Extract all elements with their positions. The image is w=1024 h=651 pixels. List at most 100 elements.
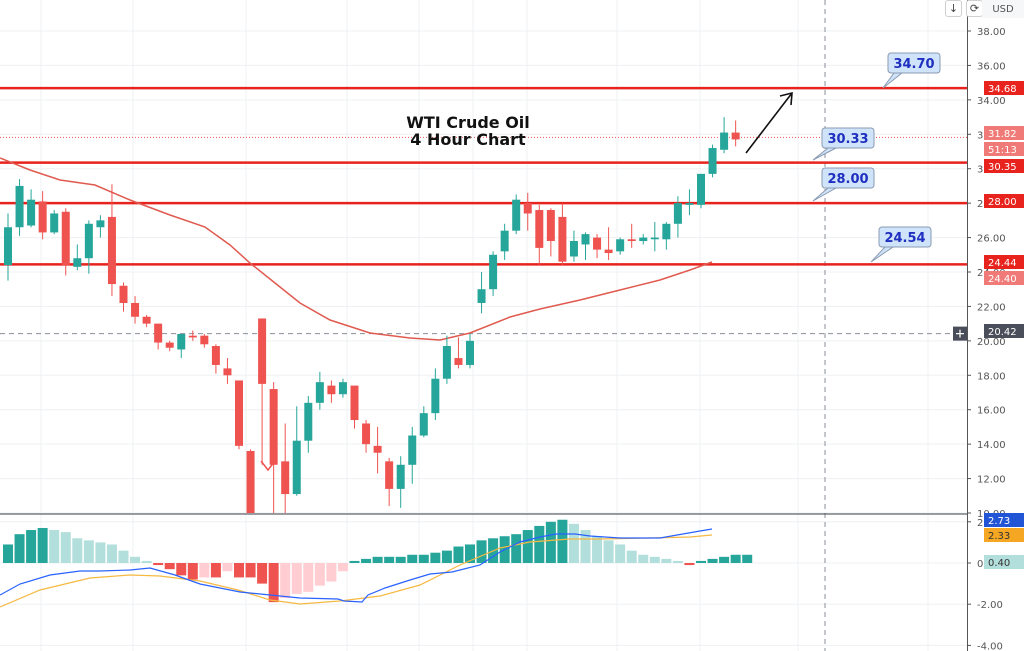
candle-body — [581, 234, 590, 245]
macd-histogram-bar — [615, 544, 626, 563]
macd-histogram-bar — [638, 554, 649, 563]
candle-body — [650, 237, 659, 240]
candle-body — [61, 211, 70, 266]
macd-histogram-bar — [361, 558, 372, 563]
macd-histogram-bar — [603, 540, 614, 563]
price-callout[interactable]: 28.00 — [812, 167, 875, 202]
macd-axis-tick-label: -4.00 — [977, 641, 1003, 651]
price-tag: 20.42 — [984, 324, 1024, 338]
price-tag-label: 51:13 — [988, 145, 1017, 156]
price-tag: 24.44 — [984, 255, 1024, 269]
candle-body — [223, 368, 232, 376]
callout-pointer — [882, 72, 904, 89]
scroll-to-latest-button[interactable]: ↓ — [945, 0, 962, 17]
macd-line — [0, 528, 713, 603]
price-callout[interactable]: 30.33 — [812, 127, 875, 161]
macd-histogram-bar — [476, 540, 487, 563]
macd-histogram-bar — [707, 558, 718, 563]
price-tag-bg — [984, 555, 1024, 569]
price-tag-bg — [984, 255, 1024, 269]
callout-label: 28.00 — [827, 172, 868, 187]
candle-body — [523, 203, 532, 214]
candle-body — [350, 385, 359, 421]
candle-body — [697, 173, 705, 205]
candle-body — [442, 346, 451, 379]
candle-body — [673, 203, 682, 224]
candle-body — [558, 216, 567, 262]
macd-histogram-bar — [95, 542, 106, 563]
callout-pointer — [870, 246, 895, 263]
price-callout[interactable]: 24.54 — [870, 226, 932, 263]
moving-average — [0, 157, 713, 341]
price-tag: 2.33 — [984, 528, 1024, 542]
candle-body — [593, 237, 602, 250]
candle-body — [281, 461, 290, 495]
macd-histogram-bar — [26, 530, 37, 563]
candle-body — [419, 413, 428, 436]
macd-histogram-bar — [395, 556, 406, 563]
macd-histogram-bar — [418, 554, 429, 563]
macd-histogram-bar — [187, 563, 198, 580]
macd-histogram-bar — [49, 530, 60, 563]
macd-histogram-bar — [441, 550, 452, 563]
macd-histogram-bar — [522, 530, 533, 563]
candle-body — [373, 445, 382, 453]
candle-body — [685, 203, 694, 205]
arrow-down-icon: ↓ — [948, 2, 959, 15]
macd-histogram-bar — [337, 563, 348, 572]
chart-title: WTI Crude Oil — [406, 113, 530, 132]
macd-histogram-bar — [580, 530, 591, 563]
macd-histogram-bar — [106, 544, 117, 563]
candle-body — [662, 223, 671, 240]
price-tag: 31.82 — [984, 126, 1024, 140]
macd-histogram-bar — [453, 546, 464, 563]
candle-body — [454, 358, 463, 365]
macd-histogram-bar — [430, 552, 441, 563]
arrow-head-icon — [779, 91, 793, 106]
candle-body — [569, 241, 578, 257]
candle-body — [720, 132, 729, 150]
candle-body — [546, 210, 555, 242]
candle-body — [4, 227, 12, 266]
macd-histogram-bar — [384, 556, 395, 563]
macd-panel — [0, 513, 967, 608]
grid — [0, 0, 967, 651]
reset-chart-button[interactable]: ⟳ — [966, 0, 983, 17]
candle-body — [165, 342, 174, 348]
macd-histogram-bar — [303, 563, 314, 592]
candle-body — [177, 333, 186, 350]
axis-tick-label: 20.00 — [977, 337, 1006, 348]
axis-tick-label: 22.00 — [977, 302, 1006, 313]
moving-average-line — [0, 157, 713, 341]
macd-histogram-bar — [684, 563, 695, 566]
macd-histogram-bar — [280, 563, 291, 599]
axis-tick-label: 14.00 — [977, 440, 1006, 451]
macd-histogram-bar — [153, 563, 164, 566]
annotations[interactable]: 34.70 30.33 28.00 24.54 — [260, 52, 941, 472]
price-tag-bg — [984, 142, 1024, 156]
macd-histogram-bar — [314, 563, 325, 586]
candle-body — [466, 340, 474, 365]
support-resistance-levels[interactable] — [0, 86, 967, 266]
candle-body — [142, 316, 151, 324]
candle-body — [73, 258, 82, 267]
candle-body — [107, 216, 116, 285]
price-tag-bg — [984, 271, 1024, 285]
axis-tick-label: 38.00 — [977, 27, 1006, 38]
price-tag: 2.73 — [984, 513, 1024, 527]
candle-body — [235, 380, 243, 446]
price-axis[interactable]: 38.0036.0034.0032.0030.0028.0026.0024.00… — [953, 0, 1024, 651]
candle-body — [535, 210, 544, 248]
price-tag-label: 30.35 — [988, 162, 1017, 173]
macd-histogram-bar — [245, 563, 256, 578]
candle-body — [627, 239, 636, 242]
macd-histogram-bar — [199, 563, 210, 578]
macd-histogram-bar — [222, 563, 233, 572]
candle-body — [15, 185, 24, 228]
macd-histogram-bar — [661, 558, 672, 563]
price-callout[interactable]: 34.70 — [882, 52, 941, 89]
macd-histogram-bar — [326, 563, 337, 582]
price-tag-label: 24.40 — [988, 274, 1017, 285]
axis-tick-label: 18.00 — [977, 371, 1006, 382]
